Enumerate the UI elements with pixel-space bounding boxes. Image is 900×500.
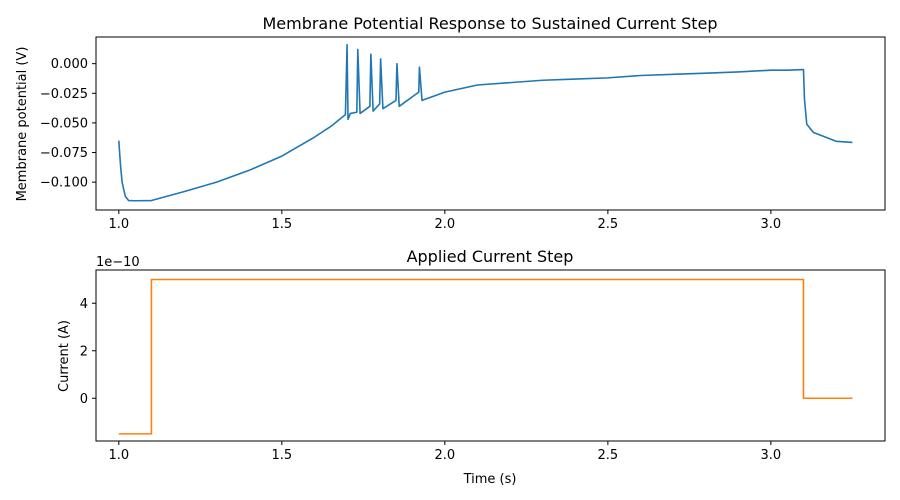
y-tick-label: −0.050: [40, 116, 88, 131]
plot-title: Applied Current Step: [407, 247, 574, 266]
x-tick-label: 2.5: [598, 448, 619, 463]
y-tick-label: 4: [80, 297, 88, 312]
series-lines: [118, 278, 853, 435]
x-tick-label: 1.5: [271, 217, 292, 232]
series-line: [118, 278, 853, 435]
x-tick-label: 3.0: [761, 448, 782, 463]
plot-frame: [95, 36, 886, 211]
y-axis-label: Current (A): [57, 320, 72, 392]
x-tick-label: 3.0: [761, 217, 782, 232]
axis-ticks: 1.0 1.5 2.0 2.5 3.0 −0.100 −0.075 −0.050 −0.025 0…: [40, 57, 781, 232]
membrane-potential-plot: Membrane Potential Response to Sustained…: [15, 14, 886, 232]
y-tick-label: −0.075: [40, 146, 88, 161]
x-tick-label: 1.0: [108, 448, 129, 463]
x-tick-label: 2.5: [598, 217, 619, 232]
x-axis-label: Time (s): [463, 472, 517, 487]
series-lines: [118, 43, 853, 202]
y-tick-label: 2: [80, 344, 88, 359]
y-tick-label: 0: [80, 392, 88, 407]
applied-current-plot: Applied Current Step 1e−10 Current (A) T…: [57, 247, 886, 487]
plot-frame: [95, 269, 886, 442]
x-tick-label: 2.0: [435, 217, 456, 232]
series-line: [118, 43, 853, 202]
y-axis-label: Membrane potential (V): [15, 47, 30, 202]
y-axis-offset-text: 1e−10: [96, 255, 140, 270]
y-tick-label: −0.025: [40, 87, 88, 102]
x-tick-label: 2.0: [435, 448, 456, 463]
plot-title: Membrane Potential Response to Sustained…: [262, 14, 717, 33]
y-tick-label: −0.100: [40, 176, 88, 191]
y-tick-label: 0.000: [51, 57, 88, 72]
axis-ticks: 1.0 1.5 2.0 2.5 3.0 0 2 4: [80, 297, 782, 463]
x-tick-label: 1.0: [108, 217, 129, 232]
x-tick-label: 1.5: [271, 448, 292, 463]
